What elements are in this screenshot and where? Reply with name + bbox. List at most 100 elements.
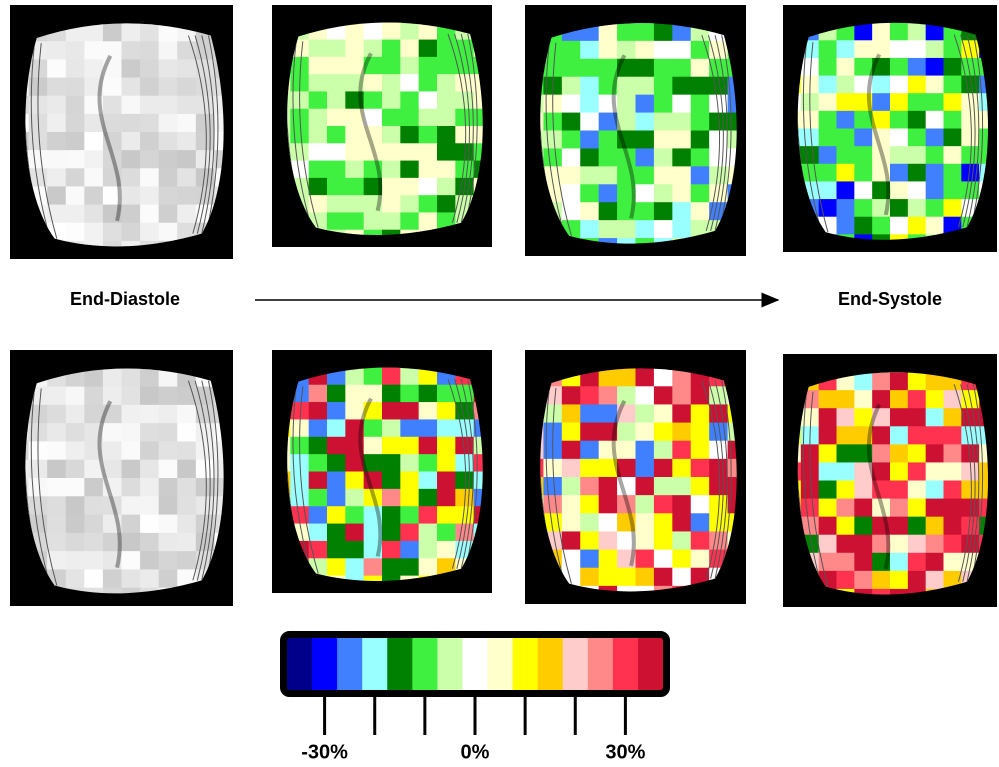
- heart-patch: [47, 59, 66, 78]
- heart-patch: [66, 441, 85, 460]
- heart-patch: [419, 541, 438, 559]
- heart-patch: [84, 533, 103, 552]
- heart-patch: [636, 550, 655, 569]
- color-swatch: [462, 638, 488, 690]
- heart-patch: [908, 517, 926, 536]
- heart-patch: [84, 150, 103, 169]
- heart-patch: [364, 367, 383, 385]
- heart-patch: [140, 368, 159, 387]
- heart-patch: [580, 220, 599, 238]
- heart-patch: [961, 481, 979, 500]
- heart-patch: [562, 423, 581, 442]
- heart-patch: [819, 111, 837, 129]
- color-swatch: [563, 638, 589, 690]
- color-swatch: [613, 638, 639, 690]
- heart-patch: [654, 386, 673, 405]
- heart-patch: [419, 454, 438, 472]
- tick-label: 0%: [461, 741, 490, 763]
- heart-patch: [837, 40, 855, 58]
- heart-patch: [382, 367, 401, 385]
- heart-patch: [654, 513, 673, 532]
- heart-patch: [837, 111, 855, 129]
- heart-patch: [400, 195, 419, 213]
- heart-patch: [400, 161, 419, 179]
- heart-patch: [327, 195, 346, 213]
- heart-patch: [562, 531, 581, 550]
- heart-patch: [854, 146, 872, 164]
- heart-patch: [691, 77, 710, 95]
- heart-patch: [837, 462, 855, 481]
- heart-patch: [926, 481, 944, 500]
- heart-patch: [580, 568, 599, 587]
- heart-patch: [290, 126, 309, 144]
- heart-patch: [400, 367, 419, 385]
- heart-patch: [654, 550, 673, 569]
- heart-patch: [419, 212, 438, 230]
- heart-patch: [84, 551, 103, 570]
- heart-patch: [437, 402, 456, 420]
- heart-patch: [400, 22, 419, 40]
- heart-patch: [47, 78, 66, 97]
- heart-patch: [944, 181, 962, 199]
- heart-patch: [364, 437, 383, 455]
- heart-patch: [908, 571, 926, 590]
- heart-patch: [599, 220, 618, 238]
- heart-patch: [419, 143, 438, 161]
- heart-patch: [345, 178, 364, 196]
- heart-patch: [345, 385, 364, 403]
- heart-patch: [819, 499, 837, 518]
- heart-patch: [599, 495, 618, 514]
- heart-patch: [562, 131, 581, 149]
- heart-patch: [140, 551, 159, 570]
- heart-patch: [159, 533, 178, 552]
- heart-patch: [177, 168, 196, 187]
- heart-patch: [837, 181, 855, 199]
- heart-patch: [122, 496, 141, 515]
- heart-patch: [654, 220, 673, 238]
- heart-patch: [908, 23, 926, 41]
- heart-patch: [47, 186, 66, 205]
- heart-patch: [654, 441, 673, 460]
- heart-patch: [908, 76, 926, 94]
- heart-patch: [140, 441, 159, 460]
- heart-patch: [159, 551, 178, 570]
- heart-patch: [122, 41, 141, 60]
- heart-patch: [837, 76, 855, 94]
- heart-patch: [47, 150, 66, 169]
- heart-patch: [890, 462, 908, 481]
- heart-patch: [890, 390, 908, 409]
- color-swatch: [287, 638, 313, 690]
- heart-patch: [364, 74, 383, 92]
- heart-patch: [636, 202, 655, 220]
- heart-patch: [654, 131, 673, 149]
- heart-patch: [159, 96, 178, 115]
- heart-patch: [672, 184, 691, 202]
- heart-patch: [140, 96, 159, 115]
- heart-patch: [617, 95, 636, 113]
- heart-patch: [400, 558, 419, 576]
- heart-patch: [672, 423, 691, 442]
- heart-patch: [327, 541, 346, 559]
- heart-patch: [672, 166, 691, 184]
- heart-patch: [84, 478, 103, 497]
- heart-patch: [66, 496, 85, 515]
- heart-patch: [636, 368, 655, 387]
- heart-patch: [196, 405, 215, 424]
- heart-patch: [872, 390, 890, 409]
- heart-patch: [419, 74, 438, 92]
- heart-patch: [599, 202, 618, 220]
- heart-patch: [599, 550, 618, 569]
- heart-patch: [837, 408, 855, 427]
- heart-patch: [926, 444, 944, 463]
- heart-patch: [890, 499, 908, 518]
- color-swatch: [312, 638, 338, 690]
- heart-patch: [636, 131, 655, 149]
- heart-patch: [599, 568, 618, 587]
- heart-patch: [944, 199, 962, 217]
- heart-patch: [691, 202, 710, 220]
- heart-patch: [854, 571, 872, 590]
- heart-patch: [543, 477, 562, 496]
- heart-patch: [636, 23, 655, 41]
- heart-patch: [66, 423, 85, 442]
- heart-patch: [177, 496, 196, 515]
